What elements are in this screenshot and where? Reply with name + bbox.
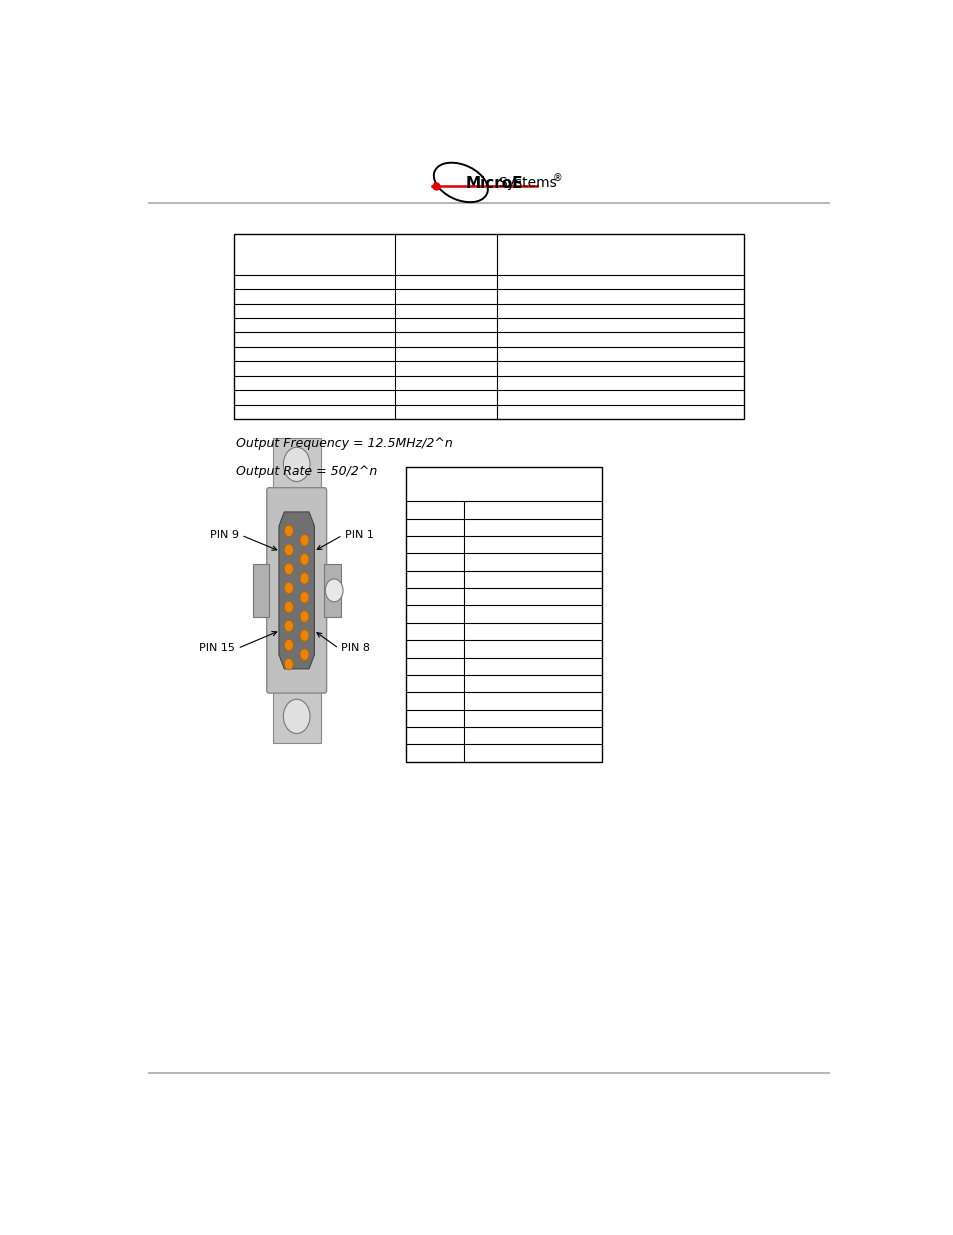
Circle shape [284,545,293,556]
Circle shape [284,563,293,574]
Circle shape [284,640,293,651]
Circle shape [300,535,309,546]
Circle shape [300,573,309,584]
Text: Output Frequency = 12.5MHz/2^n: Output Frequency = 12.5MHz/2^n [235,437,453,450]
Circle shape [284,601,293,613]
Circle shape [300,553,309,566]
Text: Output Rate = 50/2^n: Output Rate = 50/2^n [235,464,377,478]
Bar [273,690,320,742]
Circle shape [283,699,310,734]
Circle shape [284,525,293,536]
Text: MicroE: MicroE [465,175,522,191]
Bar [324,564,340,616]
Text: PIN 9: PIN 9 [210,530,239,540]
Text: PIN 8: PIN 8 [341,643,370,653]
Text: Systems: Systems [498,177,557,190]
Circle shape [284,582,293,594]
Circle shape [283,447,310,482]
Text: ®: ® [552,173,561,183]
Circle shape [284,620,293,632]
Bar [253,564,269,616]
Circle shape [300,648,309,661]
Circle shape [300,611,309,622]
Text: PIN 1: PIN 1 [344,530,374,540]
Text: PIN 15: PIN 15 [199,643,235,653]
Circle shape [300,630,309,641]
Circle shape [300,592,309,603]
Bar [233,233,743,419]
Circle shape [325,579,343,601]
Circle shape [284,658,293,669]
Polygon shape [278,513,314,669]
FancyBboxPatch shape [267,488,326,693]
Bar [273,438,320,490]
Bar [406,467,601,762]
